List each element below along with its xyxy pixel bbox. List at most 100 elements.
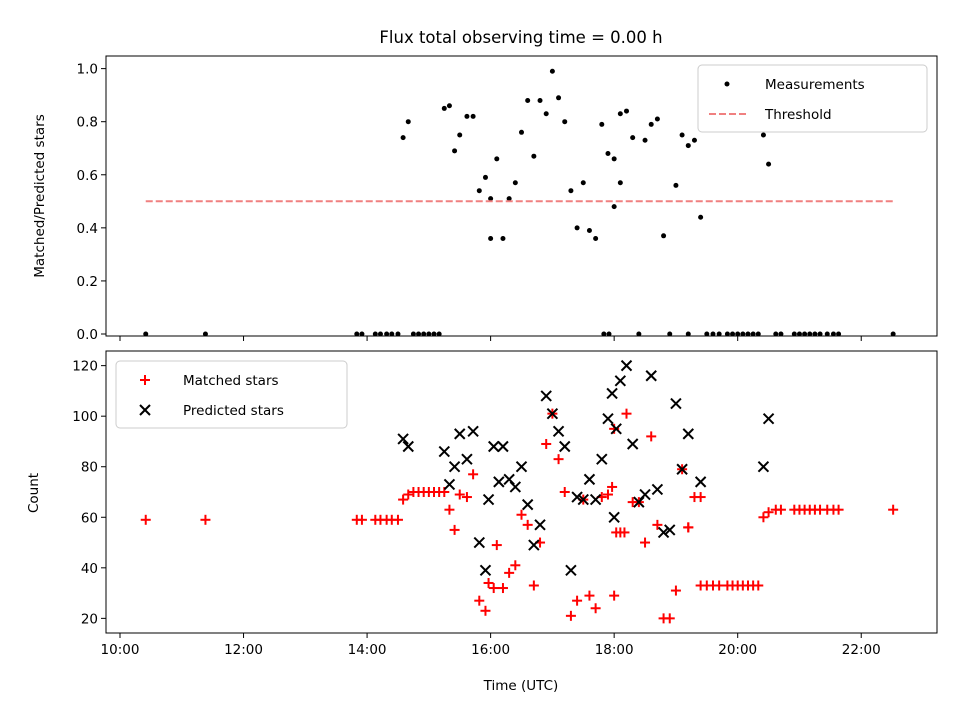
measurement-point [836, 331, 842, 337]
measurement-point [661, 233, 667, 239]
predicted-star-point [610, 423, 622, 435]
measurement-point [617, 111, 623, 117]
matched-star-point [646, 431, 657, 442]
predicted-star-point [509, 481, 522, 493]
measurement-point [488, 196, 494, 202]
predicted-star-point [546, 407, 559, 420]
predicted-star-point [443, 478, 456, 491]
measurement-point [606, 331, 612, 337]
matched-star-point [607, 481, 618, 492]
bottom-y-axis: 20 40 60 80 100 120 [72, 359, 106, 627]
measurement-point [796, 331, 802, 337]
predicted-star-point [438, 445, 450, 458]
measurement-point [630, 135, 636, 141]
measurement-point [760, 132, 766, 138]
measurement-point [143, 331, 149, 337]
predicted-star-point [487, 440, 500, 453]
legend-measurements-label: Measurements [765, 77, 865, 93]
predicted-star-point [482, 493, 495, 506]
measurement-point [716, 331, 722, 337]
matched-star-point [664, 613, 675, 624]
matched-star-point [541, 438, 552, 449]
matched-star-point [510, 560, 521, 571]
measurement-point [654, 116, 660, 122]
matched-star-point [454, 489, 465, 500]
predicted-star-point [559, 440, 571, 453]
measurement-point [648, 121, 654, 127]
measurement-point [441, 105, 447, 111]
matched-star-point [590, 603, 601, 614]
measurement-point [807, 331, 813, 337]
measurement-point [617, 180, 623, 186]
measurement-point [549, 68, 555, 74]
measurement-point [568, 188, 574, 194]
measurement-point [679, 132, 685, 138]
measurement-point [636, 331, 642, 337]
predicted-star-point [467, 425, 479, 438]
measurement-point [778, 331, 784, 337]
predicted-star-point [676, 463, 688, 475]
predicted-star-point [497, 440, 509, 453]
measurement-point [562, 119, 568, 125]
bottom-xlabel: Time (UTC) [483, 678, 559, 694]
predicted-star-point [454, 428, 466, 440]
predicted-star-point [657, 526, 670, 539]
bottom-legend-box [115, 360, 348, 429]
predicted-star-point [602, 413, 614, 425]
predicted-star-point [645, 370, 657, 382]
measurement-point [410, 331, 416, 337]
predicted-star-point [521, 498, 534, 511]
measurement-point [755, 331, 761, 337]
measurement-point [667, 331, 673, 337]
y-tick-label: 1.0 [77, 62, 98, 78]
measurement-point [556, 95, 562, 101]
predicted-star-point [461, 453, 473, 465]
matched-star-point [356, 514, 367, 525]
matched-star-point [504, 567, 515, 578]
matched-star-point [602, 489, 613, 500]
measurement-point [766, 161, 772, 167]
measurement-point [685, 143, 691, 149]
matched-star-point [553, 454, 564, 465]
measurement-point [685, 331, 691, 337]
measurement-point [586, 228, 592, 233]
measurement-point [580, 180, 586, 186]
predicted-star-point [528, 539, 540, 551]
y-tick-label: 40 [81, 561, 98, 577]
bottom-ylabel: Count [26, 473, 42, 513]
predicted-star-point [694, 476, 707, 488]
matched-star-point [528, 580, 539, 591]
matched-star-point [695, 492, 706, 503]
matched-star-point [775, 504, 786, 515]
y-tick-label: 0.8 [77, 115, 98, 131]
predicted-star-point [515, 461, 528, 473]
matched-star-point [398, 494, 409, 505]
matched-star-point [140, 514, 151, 525]
matched-star-point [619, 527, 630, 538]
matched-star-point [403, 489, 414, 500]
measurement-point [673, 182, 679, 188]
measurement-point [735, 331, 741, 337]
predicted-star-point [540, 390, 552, 402]
top-legend: Measurements Threshold [697, 64, 928, 133]
predicted-star-point [608, 511, 620, 523]
x-tick-label: 14:00 [348, 642, 387, 658]
x-tick-label: 20:00 [718, 642, 757, 658]
measurement-point [704, 331, 710, 337]
measurement-point [494, 156, 500, 162]
measurement-point [525, 97, 531, 103]
y-tick-label: 0.2 [77, 274, 98, 290]
measurement-point [745, 331, 751, 337]
measurement-point [354, 331, 360, 337]
matched-star-point [516, 509, 527, 520]
measurement-point [698, 214, 704, 220]
predicted-star-point [757, 461, 770, 473]
predicted-star-point [651, 483, 664, 496]
measurement-point [452, 148, 458, 154]
measurement-point [436, 331, 442, 337]
predicted-star-point [639, 488, 651, 501]
measurement-point [824, 331, 830, 337]
measurement-point [405, 119, 411, 125]
measurement-point [830, 331, 836, 337]
